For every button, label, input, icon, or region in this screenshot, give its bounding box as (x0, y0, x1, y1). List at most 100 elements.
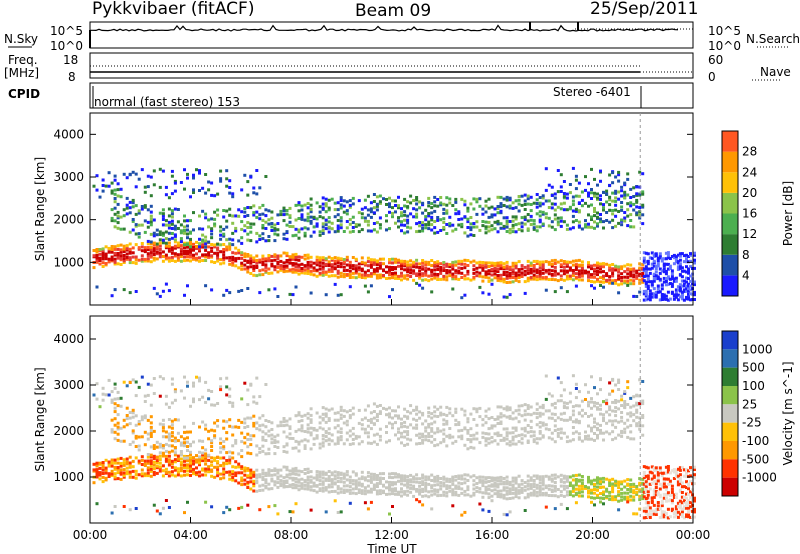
echo-cell (427, 279, 431, 283)
echo-cell (535, 271, 539, 275)
echo-cell (409, 201, 413, 205)
echo-cell (654, 267, 658, 271)
echo-cell (674, 472, 678, 476)
echo-cell (478, 263, 482, 267)
echo-cell (596, 261, 599, 265)
echo-cell (614, 414, 618, 418)
echo-cell (140, 415, 144, 419)
echo-cell (642, 474, 646, 478)
echo-cell (276, 262, 280, 266)
echo-cell (285, 442, 289, 446)
echo-cell (652, 474, 656, 478)
echo-cell (451, 267, 455, 271)
echo-cell (430, 422, 434, 426)
echo-cell (523, 485, 527, 489)
echo-cell (641, 380, 645, 383)
echo-cell (532, 277, 536, 281)
echo-cell (128, 200, 132, 204)
echo-cell (312, 215, 316, 219)
echo-cell (596, 183, 599, 187)
echo-cell (189, 247, 192, 251)
echo-cell (125, 196, 129, 200)
echo-cell (258, 217, 262, 221)
echo-cell (678, 473, 682, 477)
echo-cell (662, 296, 666, 299)
echo-cell (445, 419, 449, 423)
echo-cell (466, 217, 470, 221)
echo-cell (246, 438, 250, 441)
echo-cell (228, 186, 232, 189)
beam-label: Beam 09 (355, 1, 432, 21)
echo-cell (658, 507, 662, 511)
echo-cell (116, 404, 120, 408)
echo-cell (128, 411, 132, 414)
echo-cell (321, 206, 325, 210)
echo-cell (201, 233, 205, 237)
echo-cell (514, 409, 518, 413)
echo-cell (149, 253, 153, 257)
echo-cell (658, 277, 662, 281)
echo-cell (391, 422, 394, 426)
echo-cell (424, 266, 428, 270)
echo-cell (321, 472, 325, 476)
echo-cell (469, 226, 473, 230)
echo-cell (183, 219, 186, 223)
echo-cell (617, 483, 621, 486)
echo-cell (345, 212, 349, 216)
echo-cell (363, 276, 367, 280)
echo-cell (113, 206, 117, 210)
echo-cell (363, 427, 367, 431)
echo-cell (648, 513, 652, 516)
echo-cell (562, 480, 566, 484)
echo-cell (273, 467, 277, 471)
echo-cell (565, 440, 569, 444)
echo-cell (517, 273, 521, 277)
echo-cell (499, 273, 503, 277)
echo-cell (499, 279, 503, 283)
echo-cell (143, 257, 147, 261)
echo-cell (451, 287, 455, 291)
echo-cell (189, 464, 192, 468)
echo-cell (336, 485, 340, 489)
echo-cell (403, 218, 407, 222)
echo-cell (532, 440, 536, 444)
echo-cell (228, 477, 232, 481)
echo-cell (442, 477, 446, 481)
echo-cell (351, 275, 355, 279)
echo-cell (391, 215, 394, 219)
echo-cell (336, 418, 340, 422)
echo-cell (285, 475, 289, 479)
echo-cell (267, 239, 271, 243)
echo-cell (442, 220, 446, 224)
echo-cell (261, 414, 265, 418)
echo-cell (240, 465, 244, 469)
echo-cell (445, 209, 449, 213)
echo-cell (511, 426, 515, 430)
echo-cell (391, 266, 394, 269)
echo-cell (216, 253, 220, 257)
echo-cell (666, 256, 670, 260)
echo-cell (454, 410, 458, 414)
echo-cell (496, 230, 500, 234)
echo-cell (550, 194, 554, 197)
echo-cell (620, 434, 624, 438)
echo-cell (369, 263, 373, 267)
echo-cell (538, 414, 542, 418)
echo-cell (270, 222, 274, 225)
echo-cell (240, 476, 244, 480)
echo-cell (678, 258, 682, 262)
echo-cell (366, 269, 370, 273)
echo-cell (372, 487, 376, 491)
echo-cell (424, 208, 428, 212)
echo-cell (164, 253, 168, 257)
echo-cell (403, 492, 407, 496)
echo-cell (436, 204, 440, 208)
echo-cell (131, 411, 135, 415)
y-tick-label: 4000 (53, 127, 84, 141)
echo-cell (360, 418, 364, 422)
echo-cell (517, 408, 521, 412)
echo-cell (309, 508, 313, 512)
echo-cell (300, 477, 304, 481)
echo-cell (192, 459, 195, 463)
echo-cell (641, 402, 645, 406)
